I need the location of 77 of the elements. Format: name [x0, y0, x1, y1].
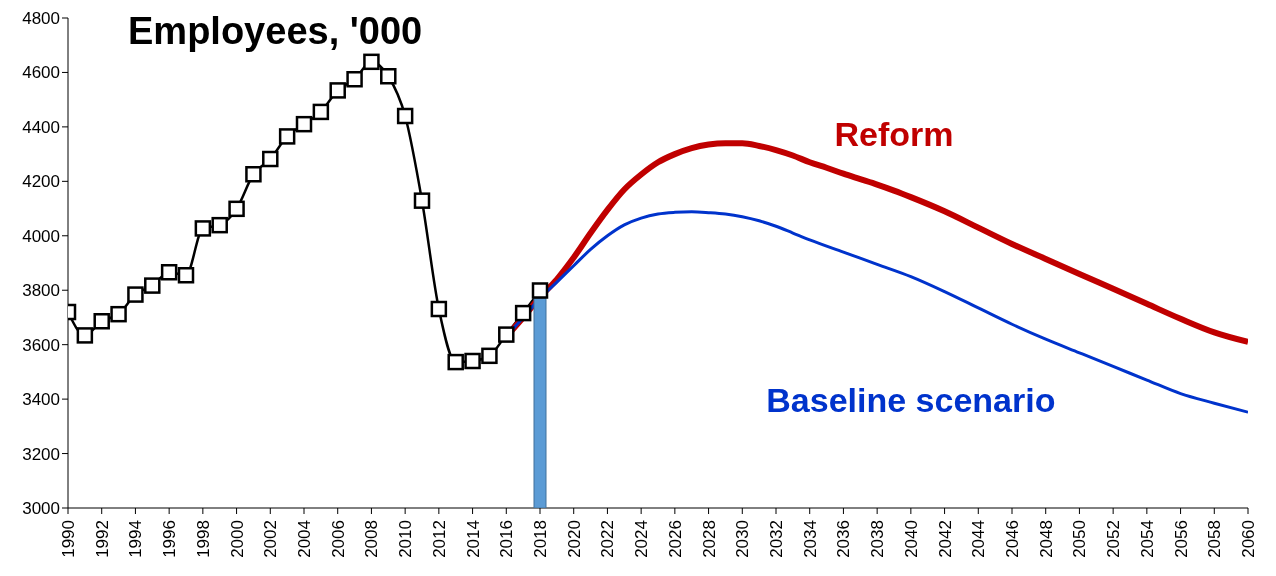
point	[346, 71, 363, 88]
point	[413, 192, 431, 209]
x-tick-label: 2060	[1239, 520, 1259, 558]
point	[430, 300, 448, 318]
point	[278, 128, 296, 145]
point	[514, 304, 532, 322]
point	[76, 327, 94, 344]
x-tick-label: 2052	[1104, 520, 1124, 558]
y-tick-label: 4000	[22, 226, 60, 246]
x-tick-label: 2042	[935, 520, 955, 558]
point	[447, 353, 464, 371]
y-tick-label: 3800	[22, 281, 60, 301]
x-tick-label: 2018	[531, 520, 551, 558]
x-tick-label: 1990	[59, 520, 79, 558]
point	[160, 264, 178, 281]
x-tick-label: 2048	[1036, 520, 1056, 558]
x-tick-label: 2050	[1070, 520, 1090, 558]
x-tick-label: 2024	[632, 520, 652, 558]
point	[228, 200, 245, 218]
point	[110, 305, 127, 323]
point	[498, 326, 515, 343]
x-tick-label: 2038	[868, 520, 888, 558]
point	[380, 68, 397, 85]
x-tick-label: 2008	[362, 520, 382, 558]
x-tick-label: 2044	[969, 520, 989, 558]
point	[127, 286, 144, 303]
x-tick-label: 2054	[1137, 520, 1157, 558]
series-label: Reform	[834, 114, 954, 153]
y-tick-label: 3200	[22, 444, 60, 464]
x-tick-label: 1998	[193, 520, 213, 558]
point	[194, 220, 212, 237]
point	[144, 277, 161, 294]
x-tick-label: 2028	[699, 520, 719, 558]
y-tick-label: 4400	[22, 117, 60, 137]
x-tick-label: 2026	[665, 520, 685, 558]
x-tick-label: 2004	[295, 520, 315, 558]
y-tick-label: 4200	[22, 172, 60, 192]
x-tick-label: 2016	[497, 520, 517, 558]
y-tick-label: 3600	[22, 335, 60, 355]
point	[262, 150, 279, 168]
x-tick-label: 2020	[564, 520, 584, 558]
point	[363, 53, 380, 71]
y-tick-label: 4600	[22, 63, 60, 83]
point	[245, 166, 262, 183]
point	[396, 107, 414, 125]
point	[93, 313, 110, 330]
chart-title: Employees, '000	[128, 10, 423, 53]
x-tick-label: 2022	[598, 520, 618, 558]
x-tick-label: 2002	[261, 520, 281, 558]
x-tick-label: 2040	[901, 520, 921, 558]
point	[295, 115, 313, 133]
x-tick-label: 2012	[429, 520, 449, 558]
x-tick-label: 2006	[328, 520, 348, 558]
y-tick-label: 3000	[22, 499, 60, 519]
series-label: Baseline scenario	[766, 380, 1056, 419]
point	[177, 267, 195, 284]
x-tick-label: 1992	[92, 520, 112, 558]
point	[481, 347, 498, 365]
x-tick-label: 1996	[160, 520, 180, 558]
x-tick-label: 2046	[1003, 520, 1023, 558]
x-tick-label: 1994	[126, 520, 146, 558]
y-tick-label: 3400	[22, 390, 60, 410]
point	[329, 82, 346, 99]
x-tick-label: 2036	[834, 520, 854, 558]
point	[531, 282, 549, 299]
x-tick-label: 2056	[1171, 520, 1191, 558]
x-tick-label: 2014	[463, 520, 483, 558]
x-tick-label: 2034	[800, 520, 820, 558]
point	[312, 103, 330, 121]
x-tick-label: 2058	[1205, 520, 1225, 558]
x-tick-label: 2010	[396, 520, 416, 558]
point	[464, 352, 481, 370]
x-tick-label: 2000	[227, 520, 247, 558]
point	[211, 216, 228, 234]
x-tick-label: 2030	[733, 520, 753, 558]
y-tick-label: 4800	[22, 9, 60, 29]
x-tick-label: 2032	[767, 520, 787, 558]
